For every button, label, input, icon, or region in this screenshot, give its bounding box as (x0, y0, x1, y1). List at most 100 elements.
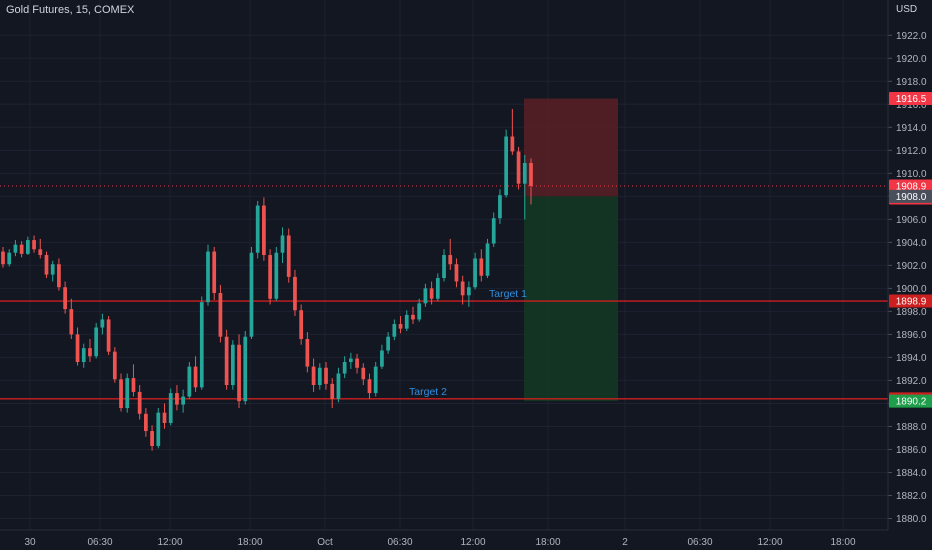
candle-body (442, 255, 446, 279)
candle-body (479, 258, 484, 276)
candle-body (404, 314, 409, 329)
price-tick-label: 1888.0 (896, 422, 927, 433)
candle-body (106, 319, 111, 352)
price-labels: 1916.51908.910:461908.01898.91890.41890.… (889, 92, 932, 408)
price-tick-label: 1914.0 (896, 123, 927, 134)
candle-body (57, 264, 61, 288)
candle-body (516, 151, 521, 184)
candle-body (491, 218, 496, 244)
time-tick-label: 06:30 (387, 537, 412, 548)
candle-body (373, 366, 378, 394)
price-tick-label: 1902.0 (896, 261, 927, 272)
candle-body (348, 358, 353, 363)
candle-body (255, 205, 260, 253)
candle-body (13, 244, 18, 253)
candle-body (38, 249, 43, 256)
price-tick-label: 1922.0 (896, 31, 927, 42)
candle-body (206, 251, 210, 303)
price-label-text: 1916.5 (896, 94, 927, 105)
candle-body (249, 252, 254, 337)
price-tick-label: 1898.0 (896, 307, 927, 318)
price-label-bg (889, 189, 932, 203)
candle-body (522, 162, 527, 184)
candle-body (268, 255, 272, 299)
candle-body (218, 292, 223, 337)
candle-body (125, 378, 130, 409)
candle-body (460, 281, 465, 296)
level-label: Target 2 (409, 386, 447, 398)
price-label-text: 1898.9 (896, 297, 927, 308)
position-tool[interactable] (524, 98, 618, 402)
time-tick-label: 18:00 (535, 537, 560, 548)
candle-body (423, 288, 428, 304)
candle-body (212, 251, 217, 293)
candle-body (19, 244, 24, 254)
candle-body (63, 287, 67, 310)
price-label-text: 1908.9 (896, 181, 927, 192)
price-tick-label: 1910.0 (896, 169, 927, 180)
horizontal-levels[interactable]: Target 1 Target 2 (0, 185, 888, 400)
price-tick-label: 1884.0 (896, 468, 927, 479)
candle-body (144, 413, 148, 432)
candle-body (398, 324, 403, 329)
time-tick-label: 30 (24, 537, 36, 548)
price-label-bg (889, 92, 932, 106)
candle-body (324, 367, 328, 384)
candle-body (299, 310, 304, 340)
time-tick-label: Oct (317, 537, 333, 548)
candle-body (504, 136, 509, 196)
price-tick-label: 1882.0 (896, 491, 927, 502)
candle-body (293, 276, 297, 311)
candle-body (168, 393, 173, 423)
price-tick-label: 1900.0 (896, 284, 927, 295)
candle-body (342, 362, 347, 374)
candle-body (498, 195, 502, 219)
candle-body (100, 319, 105, 328)
price-label-text: 1890.2 (896, 397, 927, 408)
candlestick-series (1, 108, 533, 451)
currency-label[interactable]: USD (896, 4, 918, 15)
candle-body (355, 358, 359, 368)
candle-body (361, 367, 366, 380)
candle-body (75, 334, 80, 363)
candle-body (69, 309, 74, 335)
candle-body (88, 348, 92, 357)
candle-body (137, 391, 142, 414)
time-tick-label: 12:00 (757, 537, 782, 548)
candle-body (175, 393, 179, 405)
candle-body (119, 379, 123, 409)
candle-body (193, 366, 198, 388)
candle-body (199, 302, 204, 388)
price-label-text: 1908.0 (896, 192, 927, 203)
price-tick-label: 1912.0 (896, 146, 927, 157)
price-axis[interactable]: 1880.01882.01884.01886.01888.01890.01892… (887, 0, 927, 530)
price-label-bg (889, 394, 932, 408)
time-axis[interactable]: 30 06:30 12:00 18:00 Oct 06:30 12:00 18:00 2 06:3… (0, 529, 888, 548)
price-tick-label: 1886.0 (896, 445, 927, 456)
candle-body (367, 379, 372, 394)
price-tick-label: 1896.0 (896, 330, 927, 341)
candle-body (150, 431, 154, 447)
candle-body (386, 336, 390, 351)
candle-body (336, 373, 341, 399)
price-tick-label: 1894.0 (896, 353, 927, 364)
candle-body (237, 344, 241, 402)
candle-body (286, 235, 291, 277)
candle-body (454, 264, 459, 282)
candle-body (417, 303, 422, 320)
price-tick-label: 1892.0 (896, 376, 927, 387)
time-tick-label: 12:00 (157, 537, 182, 548)
candle-body (230, 344, 235, 386)
price-tick-label: 1916.0 (896, 100, 927, 111)
candle-body (429, 288, 434, 299)
time-tick-label: 18:00 (237, 537, 262, 548)
candle-body (392, 324, 397, 337)
candle-body (1, 251, 5, 265)
candle-body (50, 264, 55, 275)
time-tick-label: 2 (622, 537, 628, 548)
candle-body (243, 336, 248, 402)
symbol-title[interactable]: Gold Futures, 15, COMEX (6, 4, 135, 16)
candle-body (25, 240, 30, 254)
